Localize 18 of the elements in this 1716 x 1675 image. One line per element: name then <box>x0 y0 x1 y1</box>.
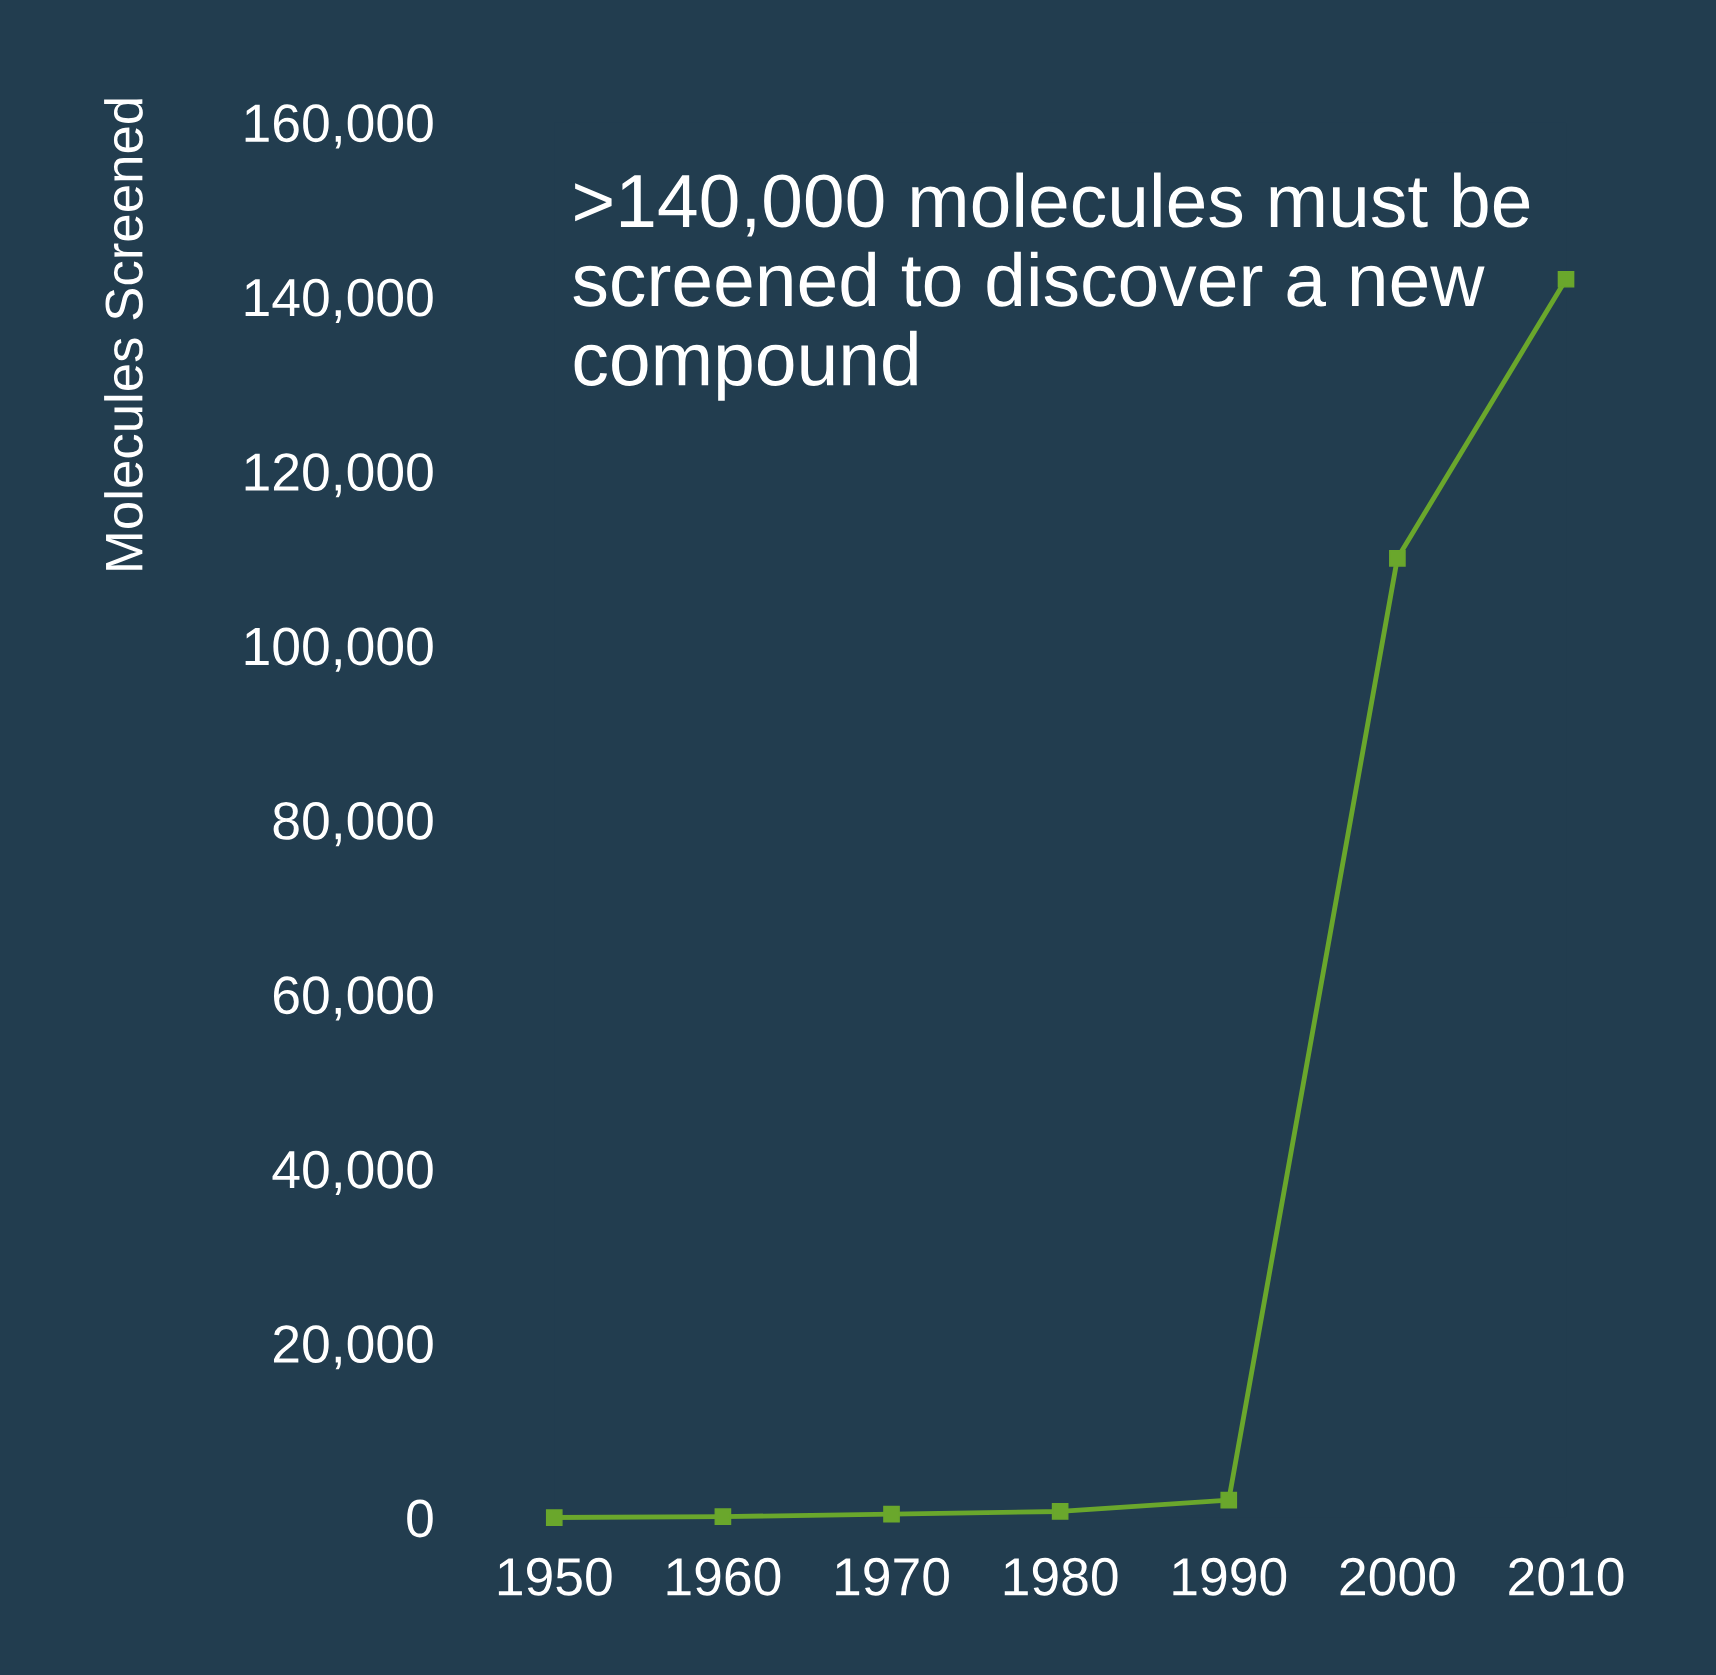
y-tick-label: 100,000 <box>245 627 433 672</box>
x-tick-label: 2010 <box>1509 1557 1624 1596</box>
y-tick-label: 160,000 <box>245 104 433 149</box>
annotation: >140,000 molecules must be screened to discover a new compound <box>573 172 1530 401</box>
y-tick-label: 120,000 <box>245 453 433 498</box>
x-tick-label: 1970 <box>836 1557 949 1596</box>
y-tick-label: 20,000 <box>273 1325 433 1370</box>
x-tick-label: 1950 <box>498 1557 612 1596</box>
x-tick-label: 2000 <box>1340 1557 1455 1596</box>
y-tick-label: 40,000 <box>272 1150 433 1195</box>
y-tick-label: 60,000 <box>274 976 433 1021</box>
y-tick-label: 80,000 <box>273 801 433 847</box>
x-tick-label: 1980 <box>1004 1557 1118 1596</box>
x-tick-label: 1990 <box>1173 1557 1287 1596</box>
y-axis-title: Molecules Screened <box>104 99 143 570</box>
x-tick-label: 1960 <box>667 1557 781 1596</box>
y-tick-label: 0 <box>407 1499 433 1538</box>
y-tick-label: 140,000 <box>245 278 433 323</box>
